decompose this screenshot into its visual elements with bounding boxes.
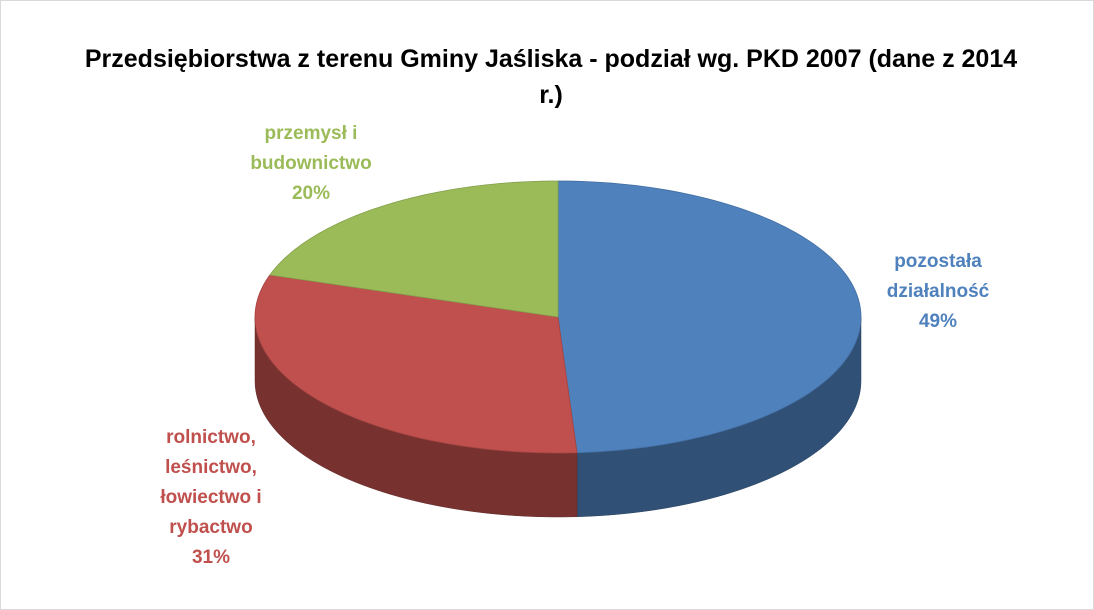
category-label: przemysł i budownictwo bbox=[250, 123, 372, 174]
slice bbox=[254, 274, 578, 454]
slice bbox=[557, 180, 862, 454]
data-label: przemysł i budownictwo 20% bbox=[221, 119, 401, 209]
slice bbox=[269, 180, 559, 318]
chart-title: Przedsiębiorstwa z terenu Gminy Jaśliska… bbox=[84, 45, 1018, 109]
data-label: rolnictwo, leśnictwo, łowiectwo i rybact… bbox=[131, 423, 291, 573]
data-label: pozostała działalność 49% bbox=[863, 247, 1013, 337]
category-label: pozostała działalność bbox=[886, 251, 990, 302]
value-label: 49% bbox=[918, 311, 958, 332]
category-label: rolnictwo, leśnictwo, łowiectwo i rybact… bbox=[160, 427, 262, 538]
value-label: 20% bbox=[291, 183, 331, 204]
value-label: 31% bbox=[191, 547, 231, 568]
